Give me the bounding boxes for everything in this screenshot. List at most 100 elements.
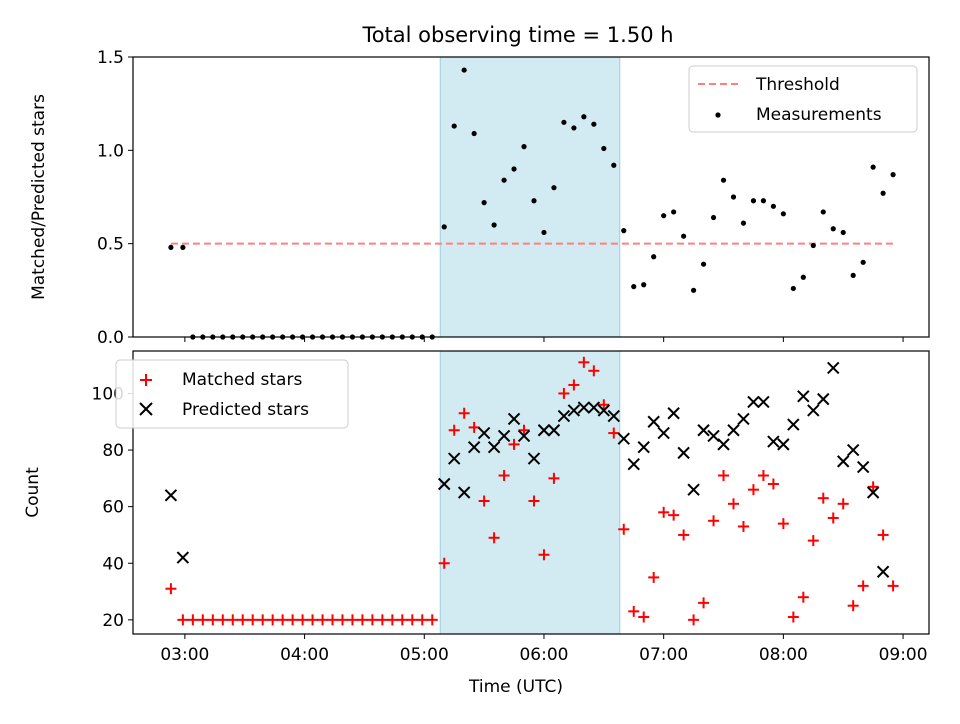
measurement-point <box>760 198 767 204</box>
measurement-point <box>840 229 846 236</box>
matched-star-point <box>277 614 289 626</box>
matched-star-point <box>498 470 510 482</box>
matched-star-point <box>438 557 450 569</box>
x-tick-label: 09:00 <box>879 645 928 665</box>
matched-star-point <box>877 529 889 541</box>
predicted-star-point <box>697 424 710 437</box>
measurement-point <box>790 285 796 292</box>
matched-star-point <box>708 515 720 527</box>
measurement-point <box>700 261 707 267</box>
predicted-star-point <box>587 401 601 414</box>
predicted-star-point <box>787 418 800 431</box>
matched-star-point <box>356 614 368 626</box>
predicted-star-point <box>447 452 461 465</box>
matched-star-point <box>598 399 610 411</box>
y-tick-label: 1.5 <box>97 48 124 68</box>
matched-star-point <box>177 614 189 626</box>
predicted-star-point <box>817 392 830 406</box>
matched-star-point <box>757 470 769 482</box>
predicted-star-point <box>846 443 860 457</box>
measurement-point <box>890 172 896 178</box>
measurement-point <box>641 282 647 288</box>
measurement-point <box>501 177 507 183</box>
matched-legend-label: Matched stars <box>182 370 302 390</box>
matched-star-point <box>688 614 700 626</box>
top-legend-box <box>688 65 918 133</box>
predicted-star-point <box>876 565 890 578</box>
matched-star-point <box>237 614 249 626</box>
predicted-star-point <box>737 412 750 426</box>
predicted-legend-swatch <box>139 402 153 416</box>
measurement-point <box>651 254 657 260</box>
measurement-point <box>800 274 806 280</box>
measurement-point <box>690 287 697 293</box>
matched-star-point <box>257 614 269 626</box>
predicted-star-point <box>527 452 541 465</box>
top-panel: 0.0 0.5 1.0 1.5 Matched/Predicted stars Thr… <box>29 48 930 348</box>
y-tick-label: 80 <box>102 441 124 461</box>
matched-star-point <box>376 614 388 626</box>
top-y-axis-label: Matched/Predicted stars <box>29 94 49 300</box>
predicted-star-point <box>657 426 670 440</box>
matched-star-point <box>718 470 730 482</box>
predicted-star-point <box>837 455 850 468</box>
matched-star-point <box>807 535 819 547</box>
measurement-point <box>681 233 687 239</box>
predicted-star-point <box>797 390 810 403</box>
predicted-star-point <box>707 429 720 443</box>
matched-star-point <box>817 492 829 504</box>
measurement-point <box>810 242 816 249</box>
matched-star-point <box>698 597 710 609</box>
measurements-legend-swatch <box>715 112 721 118</box>
measurement-point <box>850 272 856 278</box>
measurement-point <box>770 203 776 209</box>
measurement-point <box>511 166 517 172</box>
measurement-point <box>168 244 174 250</box>
measurement-point <box>740 220 747 226</box>
measurement-point <box>621 228 627 234</box>
x-tick-label: 03:00 <box>160 645 209 665</box>
matched-star-point <box>346 614 358 626</box>
predicted-star-point <box>727 424 740 437</box>
bottom-legend-box <box>115 359 349 429</box>
matched-star-point <box>426 614 438 626</box>
x-axis-label: Time (UTC) <box>468 677 563 697</box>
predicted-star-point <box>627 457 640 471</box>
top-plot-frame <box>132 56 930 338</box>
top-legend: Threshold Measurements <box>688 65 918 133</box>
predicted-star-point <box>467 441 481 454</box>
x-tick-label: 05:00 <box>400 645 449 665</box>
matched-star-point <box>658 506 670 518</box>
matched-star-point <box>247 614 259 626</box>
measurement-point <box>820 209 826 215</box>
measurement-point <box>571 125 577 131</box>
matched-star-point <box>618 523 630 535</box>
predicted-star-point <box>487 441 501 454</box>
x-tick-label: 07:00 <box>639 645 688 665</box>
predicted-star-point <box>856 460 870 474</box>
predicted-star-point <box>647 415 660 428</box>
measurement-point <box>601 145 607 152</box>
predicted-star-point <box>577 401 591 414</box>
predicted-star-point <box>567 404 581 417</box>
matched-star-point <box>867 481 879 493</box>
predicted-star-point <box>637 441 650 454</box>
measurement-point <box>441 224 447 230</box>
y-tick-label: 60 <box>102 498 124 518</box>
measurement-point <box>780 211 786 217</box>
measurement-point <box>611 162 617 168</box>
matched-star-point <box>508 438 520 450</box>
matched-star-point <box>326 614 338 626</box>
predicted-star-point <box>677 446 690 460</box>
matched-star-point <box>648 571 660 583</box>
predicted-star-point <box>866 486 880 499</box>
predicted-star-point <box>537 424 551 437</box>
predicted-star-point <box>747 395 760 409</box>
predicted-star-point <box>547 424 561 437</box>
matched-star-point <box>678 529 690 541</box>
bottom-legend: Matched stars Predicted stars <box>115 359 349 429</box>
predicted-star-point <box>438 477 451 491</box>
predicted-star-point <box>607 409 620 423</box>
measurement-point <box>860 259 866 265</box>
